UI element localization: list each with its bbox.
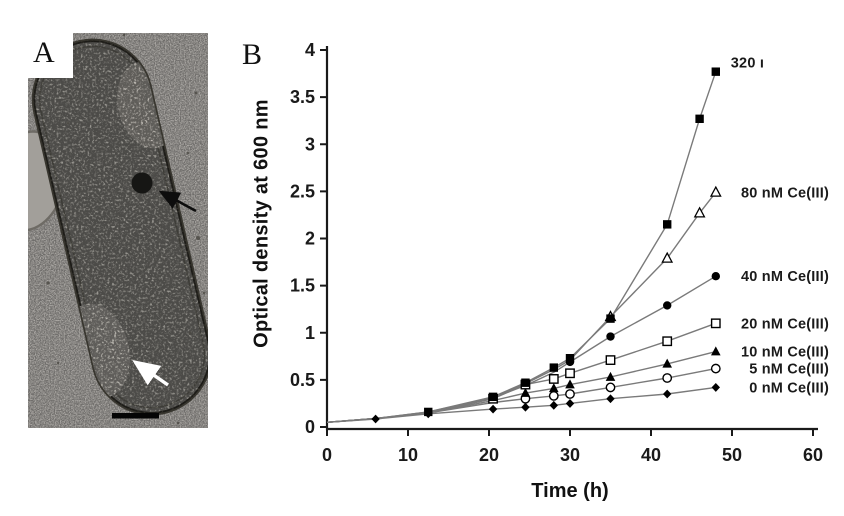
series-marker-2 [605,371,616,381]
series-marker-1 [565,389,575,399]
series-label-2: 10 nM Ce(III) [741,345,829,361]
series-label-4: 40 nM Ce(III) [741,269,829,285]
series-marker-6 [565,353,575,363]
series-marker-5 [709,185,722,197]
series-marker-6 [606,314,615,323]
series-marker-4 [663,301,672,310]
series-marker-1 [605,382,616,393]
series-marker-5 [693,206,706,218]
series-marker-2 [565,379,575,389]
series-label-0: 0 nM Ce(III) [749,380,829,396]
black-arrow [158,190,197,213]
series-marker-6 [663,220,672,229]
y-tick-label: 1.5 [290,276,315,296]
series-marker-6 [521,378,530,387]
series-marker-3 [710,318,721,329]
scale-bar [112,413,159,419]
series-marker-1 [548,390,559,401]
series-marker-6 [424,407,433,417]
x-tick-label: 50 [722,445,742,465]
series-marker-2 [662,358,672,368]
series-marker-6 [488,392,498,402]
series-marker-0 [371,414,380,424]
x-axis-title: Time (h) [531,480,609,502]
series-marker-0 [663,389,672,399]
series-marker-6 [711,67,720,76]
x-tick-label: 0 [322,445,332,465]
series-marker-0 [549,400,558,410]
micrograph-image [28,33,208,428]
x-tick-label: 40 [641,445,661,465]
series-marker-4 [711,272,720,281]
series-marker-4 [606,332,615,341]
y-tick-label: 2 [305,229,315,249]
series-marker-1 [662,373,673,383]
series-label-1: 5 nM Ce(III) [749,362,829,378]
series-marker-2 [549,383,559,393]
series-marker-0 [606,394,615,404]
series-marker-2 [711,346,721,356]
series-marker-0 [521,402,530,412]
y-tick-label: 3 [305,134,315,154]
x-tick-label: 10 [398,445,418,465]
x-tick-label: 20 [479,445,499,465]
y-tick-label: 4 [305,40,315,60]
series-marker-2 [520,387,531,397]
series-line-6 [326,71,717,423]
panel-letter-backdrop [28,33,73,78]
series-marker-1 [710,363,721,374]
series-marker-3 [662,336,673,347]
series-marker-0 [711,383,720,392]
series-marker-6 [695,114,704,124]
y-tick-label: 1 [305,323,315,343]
y-axis-title: Optical density at 600 nm [250,99,273,348]
series-label-3: 20 nM Ce(III) [741,316,829,332]
x-tick-label: 30 [560,445,580,465]
series-marker-0 [565,399,575,408]
series-marker-0 [488,404,498,414]
series-marker-6 [549,363,558,372]
series-marker-3 [605,355,616,365]
panel-b-letter: B [242,38,263,71]
series-marker-3 [565,368,575,379]
y-tick-label: 2.5 [290,181,315,201]
y-tick-label: 0 [305,417,315,437]
panel-a-letter: A [33,36,55,69]
series-label-6: 320 ı [731,56,764,72]
background-specks [38,33,206,425]
dark-granule [131,172,153,194]
y-tick-label: 3.5 [290,87,315,107]
x-tick-label: 60 [803,445,823,465]
series-marker-5 [661,251,674,263]
white-arrow [132,360,169,387]
y-tick-label: 0.5 [290,370,315,390]
series-marker-3 [548,374,559,384]
series-label-5: 80 nM Ce(III) [741,185,829,201]
